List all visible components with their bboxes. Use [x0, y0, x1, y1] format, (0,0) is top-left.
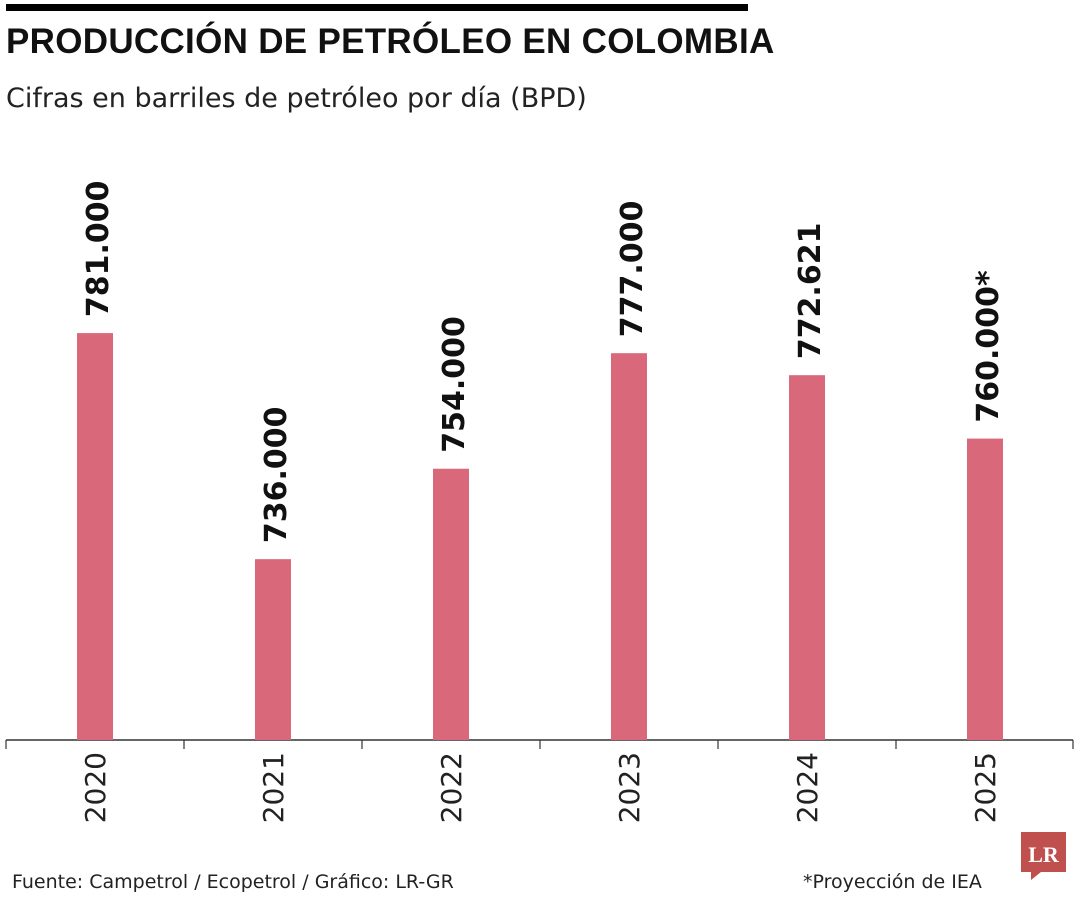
source-note: Fuente: Campetrol / Ecopetrol / Gráfico:…	[12, 871, 454, 893]
bar-2023	[611, 353, 647, 740]
bar-chart: 781.000 2020 736.000 2021 754.000 2022 777.000…	[5, 180, 1074, 823]
value-label-2024: 772.621	[793, 223, 828, 360]
bar-2021	[255, 559, 291, 740]
category-label-2025: 2025	[969, 752, 1002, 823]
category-label-2023: 2023	[613, 752, 646, 823]
value-label-2023: 777.000	[615, 201, 650, 338]
projection-note: *Proyección de IEA	[803, 871, 982, 893]
lr-logo-badge	[1021, 832, 1066, 880]
value-label-2020: 781.000	[81, 180, 116, 317]
top-rule	[6, 4, 748, 11]
category-label-2022: 2022	[435, 752, 468, 823]
value-label-2022: 754.000	[437, 316, 472, 453]
category-label-2020: 2020	[79, 752, 112, 823]
category-label-2021: 2021	[257, 752, 290, 823]
value-label-2025: 760.000*	[971, 270, 1006, 423]
bar-2024	[789, 375, 825, 740]
category-label-2024: 2024	[791, 752, 824, 823]
bar-2022	[433, 468, 469, 740]
lr-logo: LR	[1021, 832, 1066, 880]
lr-logo-text: LR	[1028, 842, 1060, 867]
bar-2020	[77, 333, 113, 740]
bar-2025	[967, 438, 1003, 740]
chart-title: PRODUCCIÓN DE PETRÓLEO EN COLOMBIA	[6, 22, 775, 61]
chart-subtitle: Cifras en barriles de petróleo por día (…	[6, 83, 587, 114]
value-label-2021: 736.000	[259, 407, 294, 544]
